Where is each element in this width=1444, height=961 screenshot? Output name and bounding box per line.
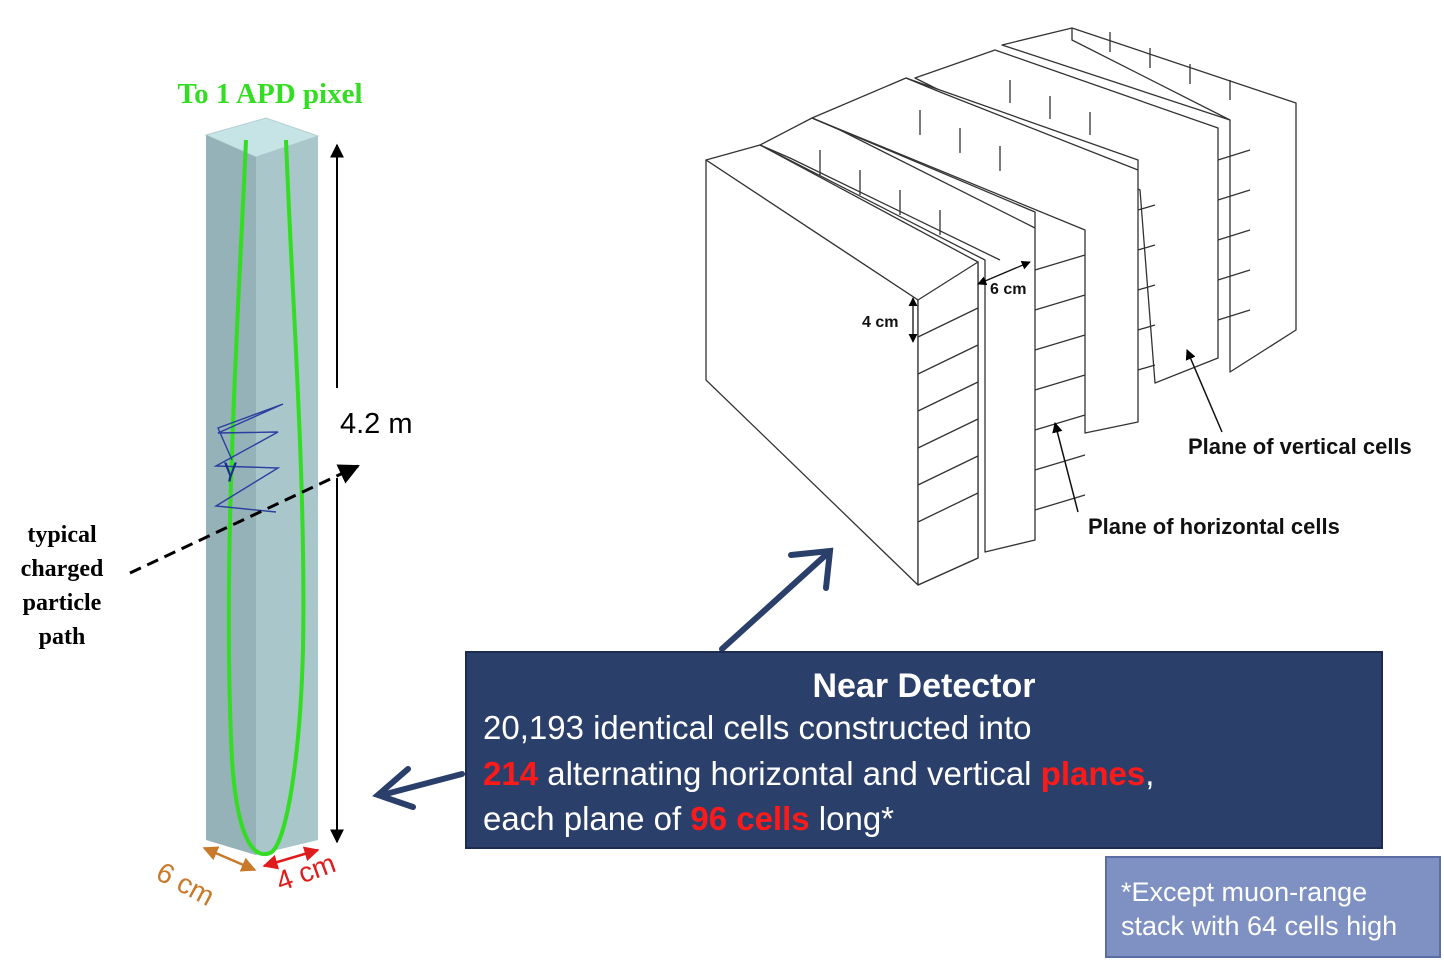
depth-arrow bbox=[262, 846, 320, 870]
particle-path-line bbox=[129, 464, 360, 575]
plane-count: 214 bbox=[483, 755, 539, 792]
path-label-line: charged bbox=[20, 556, 104, 582]
info-line-length: each plane of 96 cells long* bbox=[483, 800, 894, 838]
vertical-plane-label: Plane of vertical cells bbox=[1188, 434, 1412, 459]
horizontal-plane-label: Plane of horizontal cells bbox=[1088, 514, 1340, 539]
callout-arrow-detector bbox=[719, 547, 834, 652]
path-label-line: particle bbox=[22, 590, 102, 616]
nd-4cm-label: 4 cm bbox=[862, 314, 899, 331]
width-arrow bbox=[202, 846, 257, 872]
cell-length-label: 4.2 m bbox=[340, 408, 413, 440]
path-label-line: path bbox=[38, 624, 86, 650]
footnote-line: stack with 64 cells high bbox=[1121, 911, 1398, 941]
planes-word: planes bbox=[1040, 755, 1146, 792]
footnote-line: *Except muon-range bbox=[1121, 877, 1368, 907]
info-line-planes: 214 alternating horizontal and vertical … bbox=[483, 755, 1154, 793]
info-line-length-start: each plane of bbox=[483, 800, 691, 837]
apd-pixel-label: To 1 APD pixel bbox=[177, 78, 363, 110]
photon-zigzag bbox=[213, 403, 284, 513]
path-label-line: typical bbox=[27, 522, 97, 548]
nd-6cm-label: 6 cm bbox=[990, 281, 1027, 298]
info-box-title: Near Detector bbox=[812, 667, 1036, 705]
nd-6cm-arrow bbox=[977, 261, 1031, 285]
info-line-length-end: long* bbox=[809, 800, 895, 837]
footnote-box: *Except muon-range stack with 64 cells h… bbox=[1105, 856, 1441, 958]
info-line-cells: 20,193 identical cells constructed into bbox=[483, 709, 1032, 746]
info-line-planes-text: alternating horizontal and vertical bbox=[538, 755, 1041, 792]
info-line-planes-end: , bbox=[1145, 755, 1155, 792]
gamma-symbol: γ bbox=[224, 452, 237, 482]
near-detector-info-box: Near Detector 20,193 identical cells con… bbox=[465, 651, 1383, 849]
particle-path-label: typical charged particle path bbox=[6, 518, 118, 654]
callout-arrow-cell bbox=[372, 766, 465, 810]
cells-per-plane: 96 cells bbox=[690, 800, 810, 837]
vertical-plane-pointer bbox=[1185, 349, 1223, 433]
horizontal-plane-pointer bbox=[1052, 421, 1079, 513]
near-detector-drawing bbox=[705, 27, 1297, 586]
